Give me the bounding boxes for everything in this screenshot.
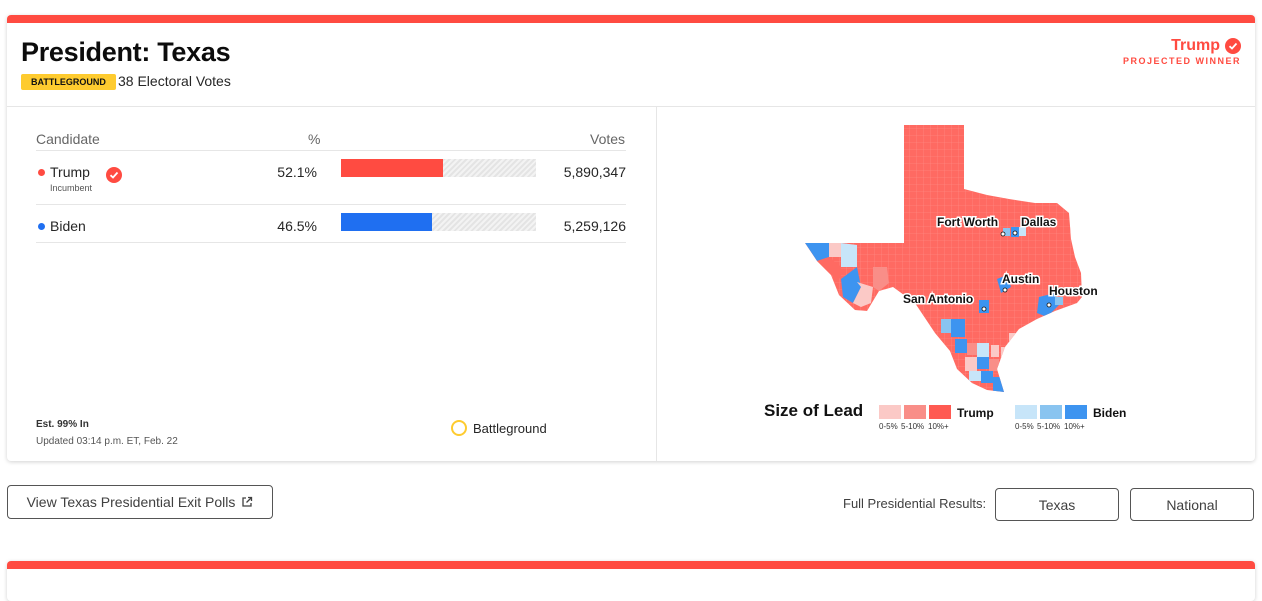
vote-share-bar <box>341 159 536 177</box>
candidate-votes: 5,259,126 <box>563 218 626 234</box>
map-label-fort-worth: Fort Worth <box>937 215 998 229</box>
texas-results-button[interactable]: Texas <box>995 488 1119 521</box>
race-card: President: Texas BATTLEGROUND 38 Elector… <box>7 15 1255 461</box>
external-link-icon <box>241 496 253 508</box>
legend-title: Size of Lead <box>764 401 864 420</box>
biden-swatch-mid <box>1040 405 1062 419</box>
header-candidate: Candidate <box>36 131 100 147</box>
trump-swatch-mid <box>904 405 926 419</box>
range-label: 5-10% <box>901 422 925 431</box>
battleground-legend: Battleground <box>451 420 547 436</box>
header-votes: Votes <box>590 131 626 147</box>
texas-county-map[interactable]: Fort Worth Dallas Austin San Antonio Hou… <box>657 107 1255 407</box>
trump-dot <box>38 169 45 176</box>
legend-trump-label: Trump <box>957 406 994 420</box>
winner-status: PROJECTED WINNER <box>1122 56 1241 66</box>
biden-swatch-low <box>1015 405 1037 419</box>
range-label: 0-5% <box>1015 422 1034 431</box>
divider <box>36 242 626 243</box>
check-icon <box>1225 38 1241 54</box>
battleground-badge: BATTLEGROUND <box>21 74 116 90</box>
candidate-votes: 5,890,347 <box>563 164 626 180</box>
winner-name: Trump <box>1171 37 1220 54</box>
trump-swatch-low <box>879 405 901 419</box>
national-results-button[interactable]: National <box>1130 488 1254 521</box>
party-color-stripe <box>7 15 1255 23</box>
race-title: President: Texas <box>21 37 231 67</box>
header-percent: % <box>308 131 321 147</box>
candidate-percent: 46.5% <box>277 218 317 234</box>
candidate-percent: 52.1% <box>277 164 317 180</box>
trump-swatch-high <box>929 405 951 419</box>
range-label: 5-10% <box>1037 422 1061 431</box>
results-table: Candidate % Votes Trump Incumbent 52.1% … <box>7 107 657 461</box>
race-body: Candidate % Votes Trump Incumbent 52.1% … <box>7 107 1255 461</box>
divider <box>36 204 626 205</box>
legend-biden-label: Biden <box>1093 406 1127 420</box>
range-label: 0-5% <box>879 422 898 431</box>
biden-swatch-high <box>1065 405 1087 419</box>
map-label-austin: Austin <box>1002 272 1039 286</box>
battleground-legend-label: Battleground <box>473 420 547 436</box>
candidate-subtitle: Incumbent <box>50 183 93 193</box>
vote-share-fill <box>341 213 432 231</box>
next-race-card <box>7 561 1255 601</box>
winner-check-icon <box>106 167 122 183</box>
party-color-stripe <box>7 561 1255 569</box>
projected-winner: Trump PROJECTED WINNER <box>1123 37 1241 66</box>
range-label: 10%+ <box>928 422 949 431</box>
electoral-votes: 38 Electoral Votes <box>118 73 231 89</box>
map-label-houston: Houston <box>1049 284 1098 298</box>
candidate-name: Trump <box>50 164 90 180</box>
battleground-ring-icon <box>451 420 467 436</box>
exit-polls-label: View Texas Presidential Exit Polls <box>26 494 236 510</box>
vote-share-fill <box>341 159 443 177</box>
map-label-san-antonio: San Antonio <box>903 292 973 306</box>
exit-polls-button[interactable]: View Texas Presidential Exit Polls <box>7 485 273 519</box>
full-results-label: Full Presidential Results: <box>843 496 987 511</box>
state-shape <box>805 125 1082 392</box>
vote-share-bar <box>341 213 536 231</box>
biden-dot <box>38 223 45 230</box>
updated-time: Updated 03:14 p.m. ET, Feb. 22 <box>36 436 178 447</box>
estimate-in: Est. 99% In <box>36 419 89 430</box>
map-label-dallas: Dallas <box>1021 215 1057 229</box>
county-map-panel: Fort Worth Dallas Austin San Antonio Hou… <box>657 107 1255 461</box>
divider <box>36 150 626 151</box>
race-header: President: Texas BATTLEGROUND 38 Elector… <box>7 23 1255 107</box>
candidate-name: Biden <box>50 218 86 234</box>
range-label: 10%+ <box>1064 422 1085 431</box>
